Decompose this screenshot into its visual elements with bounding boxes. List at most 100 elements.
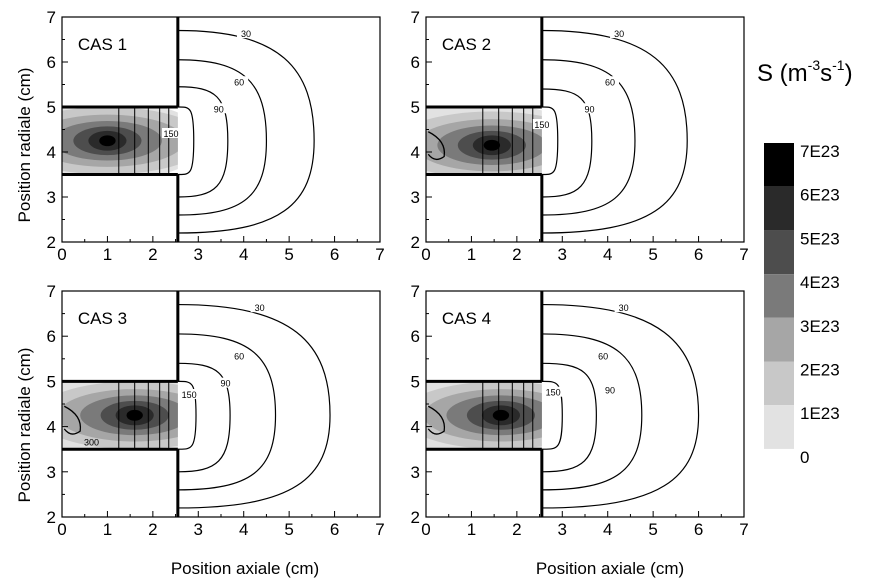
colorbar-title-exp2: -1	[832, 57, 845, 73]
contour-90	[541, 362, 597, 473]
contour-label-30: 30	[255, 303, 265, 313]
x-tick-label: 5	[648, 245, 657, 264]
contour-150	[177, 106, 195, 176]
x-tick-label: 1	[103, 245, 112, 264]
contour-60	[541, 59, 636, 216]
colorbar-label: 1E23	[800, 404, 840, 423]
contour-label-30: 30	[619, 303, 629, 313]
y-tick-label: 3	[47, 188, 56, 207]
x-tick-label: 5	[648, 520, 657, 539]
contour-60	[177, 333, 277, 491]
x-tick-label: 6	[694, 520, 703, 539]
panel-label: CAS 3	[78, 309, 127, 328]
colorbar-labels: 7E23 6E23 5E23 4E23 3E23 2E23 1E23 0	[800, 142, 840, 467]
y-tick-label: 6	[411, 327, 420, 346]
colorbar-title: S (m-3s-1)	[757, 57, 853, 87]
inner-closed-contour	[427, 405, 446, 435]
contour-label-150: 150	[534, 120, 549, 130]
y-tick-label: 4	[47, 143, 56, 162]
contour-label-bg	[594, 350, 613, 361]
electrode-walls	[62, 17, 180, 242]
colorbar-swatch-4	[764, 274, 794, 318]
x-tick-label: 5	[284, 520, 293, 539]
x-axis-title-right: Position axiale (cm)	[536, 559, 684, 578]
contour-label-bg	[600, 384, 619, 395]
x-tick-label: 2	[148, 520, 157, 539]
contour-label-90: 90	[214, 104, 224, 114]
panel-2: 30 60 90 150 0 1 2 3 4 5 6 7 2 3 4 5 6 7 CAS 2	[411, 8, 749, 264]
x-tick-label: 3	[558, 520, 567, 539]
contour-90	[177, 86, 229, 198]
y-tick-label: 4	[47, 418, 56, 437]
colorbar-swatch-6	[764, 361, 794, 406]
electrode-walls	[426, 291, 544, 517]
y-tick-label: 2	[47, 233, 56, 252]
colorbar-swatch-5	[764, 317, 794, 362]
contour-label-bg	[532, 119, 551, 129]
y-tick-label: 6	[47, 327, 56, 346]
contour-label-bg	[216, 377, 235, 388]
contour-label-150: 150	[182, 390, 197, 400]
x-tick-label: 3	[558, 245, 567, 264]
contour-label-60: 60	[234, 77, 244, 87]
contour-label-30: 30	[614, 29, 624, 39]
contour-label-60: 60	[234, 352, 244, 362]
contour-label-bg	[162, 128, 181, 138]
contour-label-bg	[580, 103, 599, 114]
contour-30	[541, 29, 688, 234]
y-tick-label: 3	[47, 463, 56, 482]
x-tick-label: 6	[330, 520, 339, 539]
x-tick-label: 7	[739, 245, 748, 264]
contour-30	[177, 29, 315, 234]
y-tick-label: 3	[411, 463, 420, 482]
panel-4: 30 60 90 150 0 1 2 3 4 5 6 7 2 3 4 5 6 7 CAS 4	[411, 282, 749, 539]
y-tick-label: 2	[47, 508, 56, 527]
x-tick-label: 4	[603, 245, 612, 264]
y-tick-label: 7	[411, 282, 420, 301]
colorbar-label: 0	[800, 448, 809, 467]
colorbar-swatch-3	[764, 230, 794, 275]
contour-label-bg	[600, 76, 619, 87]
source-fill	[426, 107, 542, 175]
x-tick-label: 3	[194, 245, 203, 264]
y-tick-label: 5	[411, 98, 420, 117]
x-tick-label: 7	[375, 245, 384, 264]
x-tick-label: 4	[239, 520, 248, 539]
x-tick-label: 6	[694, 245, 703, 264]
source-fill	[62, 107, 178, 175]
x-tick-label: 1	[103, 520, 112, 539]
contour-label-90: 90	[605, 385, 615, 395]
y-tick-label: 5	[47, 98, 56, 117]
contour-label-bg	[230, 350, 249, 361]
contour-label-90: 90	[221, 379, 231, 389]
x-tick-label: 1	[467, 245, 476, 264]
electrode-walls	[426, 17, 544, 242]
y-tick-label: 6	[47, 53, 56, 72]
x-tick-label: 3	[194, 520, 203, 539]
contour-30	[177, 303, 331, 509]
colorbar-label: 3E23	[800, 317, 840, 336]
y-axis-title-top: Position radiale (cm)	[15, 68, 34, 223]
x-tick-label: 2	[148, 245, 157, 264]
contour-label-30: 30	[241, 29, 251, 39]
x-tick-label: 2	[512, 245, 521, 264]
y-tick-label: 4	[411, 143, 420, 162]
contour-label-bg	[614, 302, 633, 313]
colorbar-label: 6E23	[800, 186, 840, 205]
axis-titles-layer: Position axiale (cm) Position axiale (cm…	[15, 68, 684, 578]
x-tick-label: 7	[375, 520, 384, 539]
contour-label-150: 150	[546, 388, 561, 398]
y-tick-label: 5	[47, 372, 56, 391]
colorbar-swatches	[764, 143, 794, 449]
colorbar-label: 5E23	[800, 229, 840, 248]
contour-label-150: 150	[164, 129, 179, 139]
x-tick-label: 4	[239, 245, 248, 264]
x-tick-label: 0	[57, 245, 66, 264]
contour-label-bg	[250, 302, 269, 313]
y-tick-label: 4	[411, 418, 420, 437]
contour-label-90: 90	[585, 104, 595, 114]
inner-closed-contour	[63, 405, 82, 435]
panel-label: CAS 1	[78, 35, 127, 54]
contour-90	[177, 362, 231, 473]
